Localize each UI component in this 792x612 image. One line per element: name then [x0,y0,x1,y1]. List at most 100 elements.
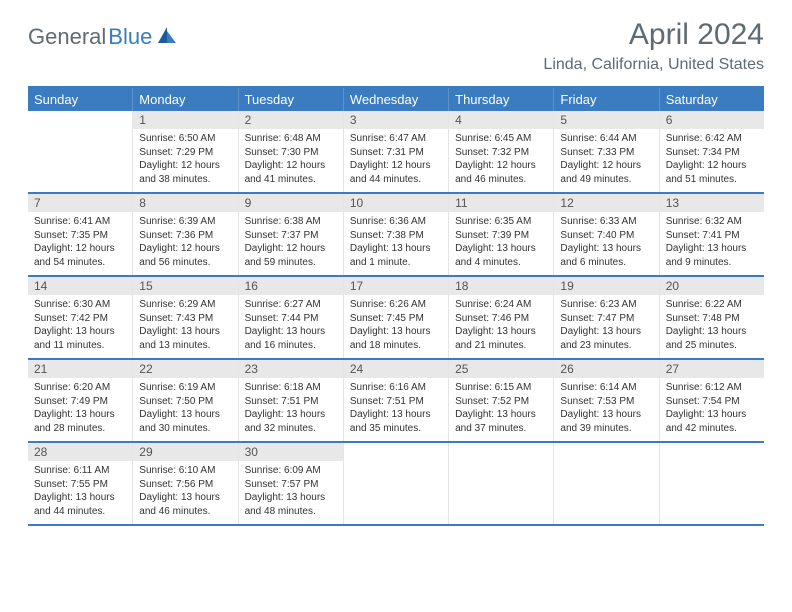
day-number: 9 [239,194,343,212]
sunrise-text: Sunrise: 6:41 AM [34,215,126,229]
day-content: Sunrise: 6:20 AMSunset: 7:49 PMDaylight:… [28,378,132,441]
day-content: Sunrise: 6:23 AMSunset: 7:47 PMDaylight:… [554,295,658,358]
day-number: 6 [660,111,764,129]
day-cell [449,443,554,524]
sunrise-text: Sunrise: 6:18 AM [245,381,337,395]
daylight-text: Daylight: 13 hours and 13 minutes. [139,325,231,352]
day-cell [554,443,659,524]
sunset-text: Sunset: 7:37 PM [245,229,337,243]
sunrise-text: Sunrise: 6:19 AM [139,381,231,395]
daylight-text: Daylight: 13 hours and 48 minutes. [245,491,337,518]
sunrise-text: Sunrise: 6:12 AM [666,381,758,395]
day-content: Sunrise: 6:15 AMSunset: 7:52 PMDaylight:… [449,378,553,441]
day-number: 4 [449,111,553,129]
sunset-text: Sunset: 7:29 PM [139,146,231,160]
day-number: 23 [239,360,343,378]
day-cell [660,443,764,524]
week-row: 14Sunrise: 6:30 AMSunset: 7:42 PMDayligh… [28,277,764,360]
sunrise-text: Sunrise: 6:48 AM [245,132,337,146]
sunset-text: Sunset: 7:41 PM [666,229,758,243]
day-cell: 12Sunrise: 6:33 AMSunset: 7:40 PMDayligh… [554,194,659,275]
sunset-text: Sunset: 7:51 PM [245,395,337,409]
daylight-text: Daylight: 13 hours and 42 minutes. [666,408,758,435]
day-cell: 23Sunrise: 6:18 AMSunset: 7:51 PMDayligh… [239,360,344,441]
day-content: Sunrise: 6:35 AMSunset: 7:39 PMDaylight:… [449,212,553,275]
daylight-text: Daylight: 12 hours and 44 minutes. [350,159,442,186]
day-cell: 29Sunrise: 6:10 AMSunset: 7:56 PMDayligh… [133,443,238,524]
day-cell: 16Sunrise: 6:27 AMSunset: 7:44 PMDayligh… [239,277,344,358]
day-header-row: SundayMondayTuesdayWednesdayThursdayFrid… [28,88,764,111]
daylight-text: Daylight: 13 hours and 18 minutes. [350,325,442,352]
day-cell [344,443,449,524]
month-title: April 2024 [543,18,764,52]
day-content: Sunrise: 6:11 AMSunset: 7:55 PMDaylight:… [28,461,132,524]
sunset-text: Sunset: 7:57 PM [245,478,337,492]
day-content: Sunrise: 6:18 AMSunset: 7:51 PMDaylight:… [239,378,343,441]
day-number: 12 [554,194,658,212]
day-cell: 21Sunrise: 6:20 AMSunset: 7:49 PMDayligh… [28,360,133,441]
day-number: 8 [133,194,237,212]
sunrise-text: Sunrise: 6:26 AM [350,298,442,312]
day-number: 17 [344,277,448,295]
weeks-container: 1Sunrise: 6:50 AMSunset: 7:29 PMDaylight… [28,111,764,526]
day-number: 20 [660,277,764,295]
day-cell: 2Sunrise: 6:48 AMSunset: 7:30 PMDaylight… [239,111,344,192]
day-header-cell: Thursday [449,88,554,111]
day-content: Sunrise: 6:29 AMSunset: 7:43 PMDaylight:… [133,295,237,358]
sunrise-text: Sunrise: 6:47 AM [350,132,442,146]
sunrise-text: Sunrise: 6:42 AM [666,132,758,146]
sunrise-text: Sunrise: 6:24 AM [455,298,547,312]
week-row: 21Sunrise: 6:20 AMSunset: 7:49 PMDayligh… [28,360,764,443]
day-cell [28,111,133,192]
daylight-text: Daylight: 13 hours and 44 minutes. [34,491,126,518]
sunrise-text: Sunrise: 6:22 AM [666,298,758,312]
day-content: Sunrise: 6:10 AMSunset: 7:56 PMDaylight:… [133,461,237,524]
day-cell: 11Sunrise: 6:35 AMSunset: 7:39 PMDayligh… [449,194,554,275]
day-number: 30 [239,443,343,461]
daylight-text: Daylight: 13 hours and 28 minutes. [34,408,126,435]
daylight-text: Daylight: 12 hours and 59 minutes. [245,242,337,269]
day-content: Sunrise: 6:19 AMSunset: 7:50 PMDaylight:… [133,378,237,441]
sunrise-text: Sunrise: 6:35 AM [455,215,547,229]
day-number: 27 [660,360,764,378]
day-number: 15 [133,277,237,295]
day-content: Sunrise: 6:39 AMSunset: 7:36 PMDaylight:… [133,212,237,275]
day-number: 1 [133,111,237,129]
day-header-cell: Wednesday [344,88,449,111]
sunset-text: Sunset: 7:40 PM [560,229,652,243]
day-number: 14 [28,277,132,295]
sunset-text: Sunset: 7:38 PM [350,229,442,243]
day-cell: 25Sunrise: 6:15 AMSunset: 7:52 PMDayligh… [449,360,554,441]
sunset-text: Sunset: 7:56 PM [139,478,231,492]
sunrise-text: Sunrise: 6:20 AM [34,381,126,395]
sunrise-text: Sunrise: 6:27 AM [245,298,337,312]
week-row: 1Sunrise: 6:50 AMSunset: 7:29 PMDaylight… [28,111,764,194]
sunrise-text: Sunrise: 6:45 AM [455,132,547,146]
day-cell: 10Sunrise: 6:36 AMSunset: 7:38 PMDayligh… [344,194,449,275]
title-block: April 2024 Linda, California, United Sta… [543,18,764,74]
day-number: 7 [28,194,132,212]
day-cell: 13Sunrise: 6:32 AMSunset: 7:41 PMDayligh… [660,194,764,275]
sunrise-text: Sunrise: 6:10 AM [139,464,231,478]
sunrise-text: Sunrise: 6:44 AM [560,132,652,146]
day-cell: 18Sunrise: 6:24 AMSunset: 7:46 PMDayligh… [449,277,554,358]
sunrise-text: Sunrise: 6:36 AM [350,215,442,229]
day-content: Sunrise: 6:33 AMSunset: 7:40 PMDaylight:… [554,212,658,275]
day-content: Sunrise: 6:50 AMSunset: 7:29 PMDaylight:… [133,129,237,192]
daylight-text: Daylight: 13 hours and 16 minutes. [245,325,337,352]
sunset-text: Sunset: 7:35 PM [34,229,126,243]
day-content: Sunrise: 6:22 AMSunset: 7:48 PMDaylight:… [660,295,764,358]
day-cell: 3Sunrise: 6:47 AMSunset: 7:31 PMDaylight… [344,111,449,192]
day-content: Sunrise: 6:09 AMSunset: 7:57 PMDaylight:… [239,461,343,524]
sunset-text: Sunset: 7:32 PM [455,146,547,160]
day-content: Sunrise: 6:12 AMSunset: 7:54 PMDaylight:… [660,378,764,441]
day-content: Sunrise: 6:48 AMSunset: 7:30 PMDaylight:… [239,129,343,192]
day-header-cell: Friday [554,88,659,111]
day-content: Sunrise: 6:24 AMSunset: 7:46 PMDaylight:… [449,295,553,358]
logo: General Blue [28,24,178,50]
sunrise-text: Sunrise: 6:30 AM [34,298,126,312]
daylight-text: Daylight: 13 hours and 6 minutes. [560,242,652,269]
day-number: 2 [239,111,343,129]
daylight-text: Daylight: 13 hours and 39 minutes. [560,408,652,435]
daylight-text: Daylight: 13 hours and 30 minutes. [139,408,231,435]
